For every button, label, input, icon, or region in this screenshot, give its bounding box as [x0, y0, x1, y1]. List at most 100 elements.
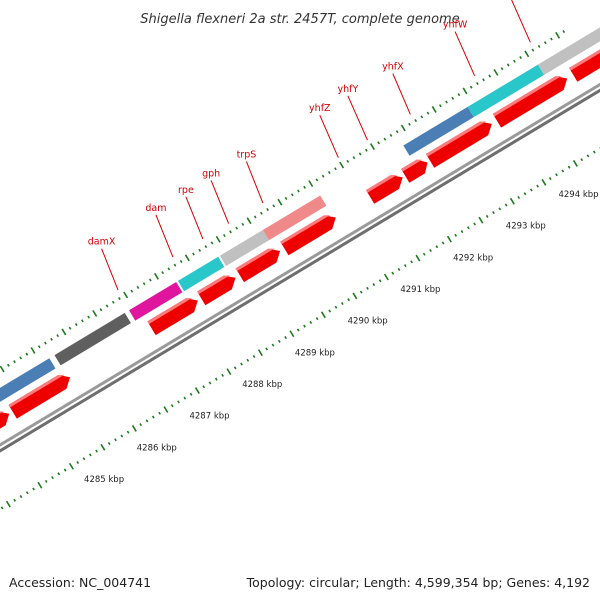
upper-tick [327, 170, 331, 175]
lower-tick [529, 188, 533, 192]
lower-tick [221, 373, 224, 377]
lower-tick [498, 207, 502, 211]
lower-tick [366, 286, 369, 290]
lower-tick [252, 354, 256, 359]
lower-tick [19, 495, 23, 499]
lower-tick [391, 271, 395, 275]
gene-arrow-highlight-6 [365, 174, 398, 193]
upper-tick [198, 248, 202, 252]
upper-tick [13, 360, 16, 364]
upper-tick [6, 363, 10, 367]
lower-tick [435, 245, 439, 249]
lower-tick [88, 453, 92, 457]
cog-segment-9 [537, 27, 600, 75]
cog-segment-4 [177, 256, 225, 292]
lower-tick [233, 366, 237, 370]
gene-arrow-9 [492, 76, 568, 128]
lower-tick [473, 222, 476, 226]
gene-arrow-4 [235, 248, 281, 283]
lower-tick [120, 434, 124, 438]
gene-leader-rpe [185, 196, 204, 240]
gene-leader-gph [210, 180, 230, 224]
upper-tick [321, 174, 325, 178]
lower-tick [265, 347, 269, 351]
lower-tick [509, 197, 515, 205]
upper-tick [537, 44, 541, 48]
upper-tick [519, 56, 522, 60]
lower-tick [296, 328, 300, 332]
upper-tick [457, 93, 461, 97]
cog-segment-5 [219, 229, 269, 266]
backbone-track [0, 82, 600, 453]
gene-arrow-3 [197, 275, 236, 306]
lower-tick [44, 479, 48, 483]
lower-tick [13, 498, 17, 502]
upper-tick [555, 31, 561, 39]
genome-stats-text: Topology: circular; Length: 4,599,354 bp… [246, 575, 590, 590]
lower-tick [378, 279, 382, 283]
lower-tick [446, 235, 452, 243]
lower-tick [158, 411, 161, 415]
lower-tick [277, 339, 281, 343]
upper-tick [136, 285, 140, 289]
gene-leader-yhfZ [319, 114, 339, 158]
lower-tick [145, 419, 149, 423]
cog-segment-1 [0, 358, 56, 402]
upper-tick [389, 133, 393, 137]
lower-tick [303, 324, 306, 328]
lower-tick [189, 392, 193, 396]
upper-tick [562, 30, 566, 34]
upper-tick [241, 222, 245, 226]
gene-arrow-highlight-0 [0, 411, 4, 414]
lower-tick [429, 248, 432, 253]
upper-tick [377, 141, 381, 145]
lower-tick [492, 211, 495, 215]
upper-tick [142, 282, 146, 286]
upper-tick [229, 230, 232, 234]
gene-arrow-highlight-4 [235, 248, 275, 271]
lower-tick [441, 241, 445, 245]
lower-tick [422, 252, 426, 256]
upper-tick [524, 50, 530, 58]
gene-leader-damX [101, 248, 119, 291]
lower-tick [25, 491, 29, 495]
kbp-label: 4294 kbp [558, 190, 598, 200]
gene-arrow-highlight-8 [425, 121, 487, 157]
upper-tick [56, 334, 60, 338]
gene-arrow-2 [147, 298, 198, 336]
upper-tick [37, 345, 41, 349]
upper-tick [148, 278, 152, 282]
kbp-label: 4286 kbp [137, 443, 177, 453]
upper-tick [488, 74, 492, 78]
tick-marks [0, 30, 600, 510]
upper-tick [420, 115, 424, 119]
gene-arrow-5 [280, 215, 336, 256]
upper-tick [277, 198, 283, 206]
lower-tick [567, 165, 571, 169]
upper-tick [352, 156, 356, 160]
upper-tick [431, 106, 437, 113]
upper-tick [167, 267, 171, 271]
lower-tick [454, 233, 458, 237]
lower-tick [32, 487, 35, 491]
lower-tick [151, 415, 155, 419]
upper-tick [500, 67, 504, 71]
lower-tick [183, 396, 187, 400]
upper-tick [173, 263, 177, 267]
gene-arrow-highlight-7 [401, 159, 423, 172]
lower-tick [246, 358, 250, 362]
upper-tick [400, 124, 406, 132]
lower-tick [315, 317, 319, 321]
lower-tick [372, 283, 376, 287]
upper-tick [297, 189, 300, 193]
upper-tick [543, 41, 547, 45]
upper-tick [253, 215, 257, 219]
lower-tick [95, 449, 98, 453]
lower-tick [340, 301, 344, 306]
gene-arrow-highlight-10 [569, 49, 600, 71]
gene-arrow-1 [8, 374, 71, 419]
upper-tick [346, 159, 350, 163]
lower-tick [410, 260, 413, 264]
upper-tick [531, 48, 535, 52]
